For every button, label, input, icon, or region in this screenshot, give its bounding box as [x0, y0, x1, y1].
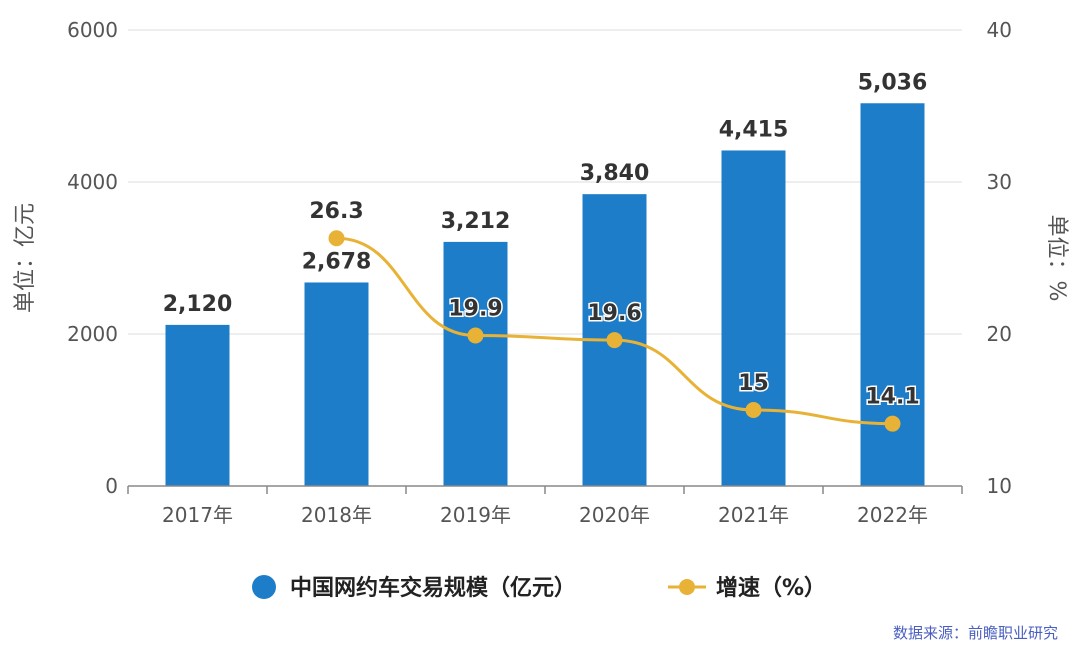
bar — [304, 282, 369, 486]
x-tick-label: 2017年 — [162, 503, 233, 527]
growth-point — [606, 332, 623, 349]
y-axis-title: 单位：亿元 — [13, 203, 38, 313]
bar-data-label: 4,415 — [719, 117, 789, 142]
x-tick-label: 2018年 — [301, 503, 372, 527]
y2-tick-label: 30 — [987, 170, 1012, 194]
line-layer — [328, 230, 901, 432]
bar — [165, 324, 230, 486]
grid-layer — [128, 29, 962, 335]
legend-bar-label: 中国网约车交易规模（亿元） — [290, 575, 576, 601]
axis-layer: 0 2000 4000 6000 10 20 30 40 2017年 2018年 2019年 2020… — [67, 18, 1012, 527]
y-tick-label: 4000 — [67, 170, 118, 194]
bar-data-label: 2,678 — [302, 249, 372, 274]
legend-line-label: 增速（%） — [716, 575, 826, 601]
bar — [443, 241, 508, 486]
label-layer: 2,120 2,678 3,212 3,840 4,415 5,036 26.3 19.9 19… — [163, 70, 928, 411]
bar-data-label: 3,840 — [580, 161, 650, 186]
bar-data-label: 2,120 — [163, 292, 233, 317]
growth-data-label: 19.9 — [448, 297, 502, 322]
x-tick-label: 2021年 — [718, 503, 789, 527]
y2-tick-label: 10 — [987, 474, 1012, 498]
legend-bar-swatch — [252, 575, 276, 599]
x-tick-label: 2022年 — [857, 503, 928, 527]
bar-data-label: 3,212 — [441, 209, 511, 234]
legend-line-swatch-marker — [679, 579, 695, 595]
legend: 中国网约车交易规模（亿元） 增速（%） — [252, 575, 826, 601]
y2-tick-label: 20 — [987, 322, 1012, 346]
bar-layer — [165, 103, 925, 486]
growth-data-label: 19.6 — [587, 301, 641, 326]
growth-point — [467, 327, 484, 344]
bar-data-label: 5,036 — [858, 70, 928, 95]
y2-tick-label: 40 — [987, 18, 1012, 42]
y-tick-label: 6000 — [67, 18, 118, 42]
growth-point — [328, 230, 345, 247]
growth-point — [884, 415, 901, 432]
growth-data-label: 15 — [738, 371, 769, 396]
y2-axis-title: 单位：% — [1044, 215, 1069, 302]
y-tick-label: 0 — [105, 474, 118, 498]
growth-data-label: 26.3 — [309, 199, 363, 224]
bar — [721, 150, 786, 486]
growth-point — [745, 402, 762, 418]
y-tick-label: 2000 — [67, 322, 118, 346]
x-tick-label: 2019年 — [440, 503, 511, 527]
source-note: 数据来源：前瞻职业研究 — [893, 624, 1058, 642]
growth-data-label: 14.1 — [865, 385, 919, 410]
x-tick-label: 2020年 — [579, 503, 650, 527]
